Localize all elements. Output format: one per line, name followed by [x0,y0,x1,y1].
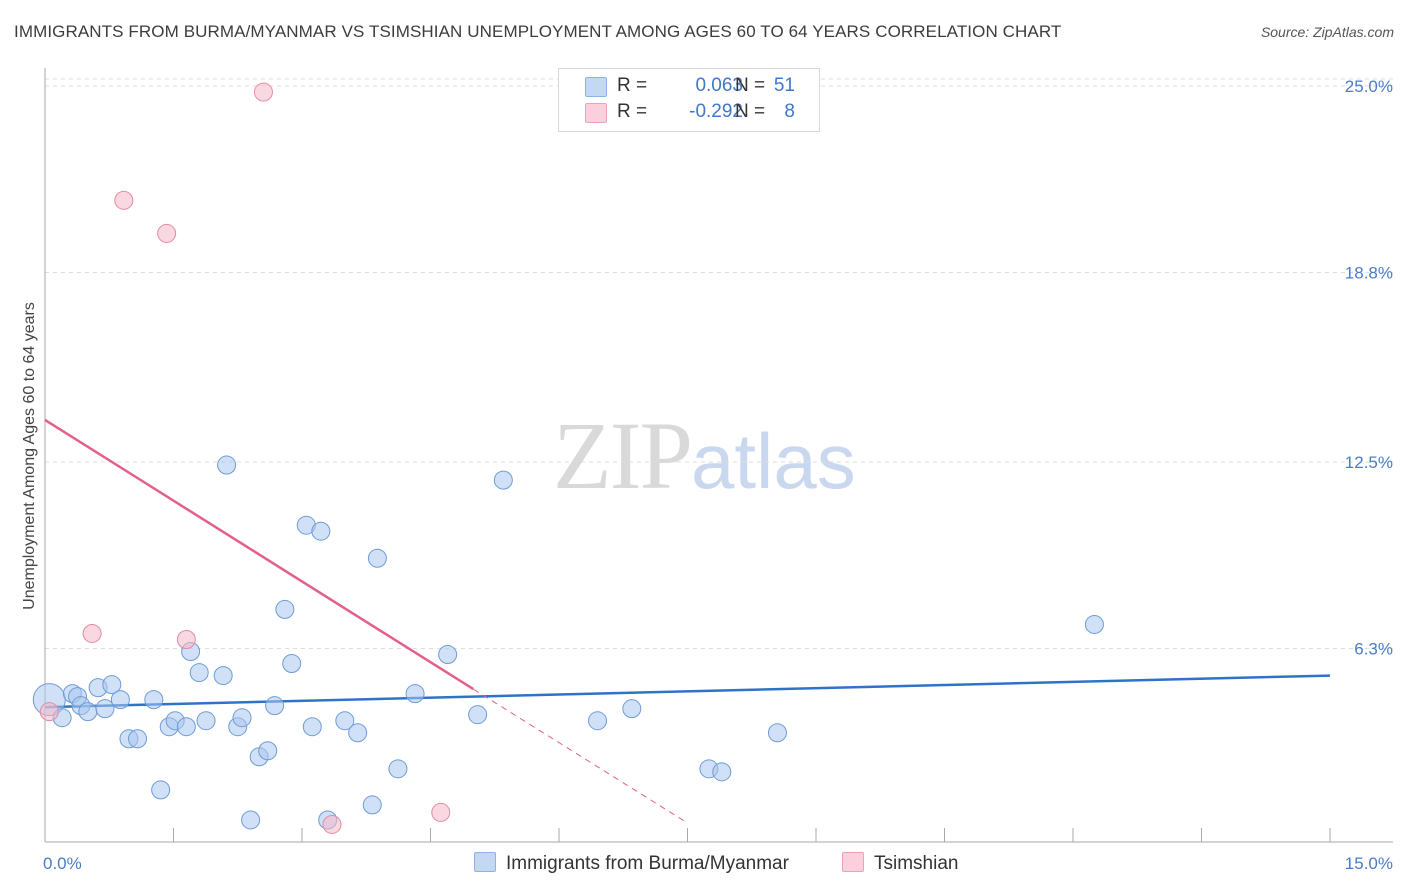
burma-point [128,729,148,749]
y-tick-label: 6.3% [1354,640,1393,659]
watermark-atlas: atlas [691,417,856,505]
bottom-legend-swatch-tsimshian [842,852,864,872]
grid-lines [45,78,1393,650]
burma-point [78,702,98,722]
legend-n-label: N = [735,101,766,122]
bottom-legend-label-tsimshian: Tsimshian [874,853,959,874]
legend-n-label: N = [735,75,766,96]
legend-swatch-tsimshian [585,103,607,123]
y-tick-labels: 6.3% 12.5% 18.8% 25.0% [1345,77,1393,658]
trend-lines [44,418,1331,824]
burma-point [144,690,164,710]
burma-point [282,654,302,674]
tsimshian-point [157,223,177,243]
tsimshian-point [253,82,273,102]
burma-point [712,762,732,782]
y-tick-label: 25.0% [1345,77,1393,96]
legend-swatch-burma [585,77,607,97]
bottom-legend-tsimshian: Tsimshian [842,852,958,875]
burma-point [241,810,261,830]
burma-point [95,699,115,719]
burma-point [348,723,368,743]
burma-point [622,699,642,719]
legend-r-value: 0.063 [695,75,743,96]
burma-point [189,663,209,683]
burma-point [493,470,513,490]
tsimshian-point [322,814,342,834]
burma-point [275,599,295,619]
legend-n-value: 51 [773,75,795,96]
burma-point [265,696,285,716]
burma-point [196,711,216,731]
x-tick-label: 0.0% [43,854,82,873]
tsimshian-point [39,702,59,722]
burma-point [588,711,608,731]
burma-point [302,717,322,737]
tsimshian-point [431,802,451,822]
y-axis-label: Unemployment Among Ages 60 to 64 years [21,302,38,610]
burma-point [217,455,237,475]
chart-title: IMMIGRANTS FROM BURMA/MYANMAR VS TSIMSHI… [14,22,1062,41]
bottom-legend-burma: Immigrants from Burma/Myanmar [474,852,789,875]
burma-point [258,741,278,761]
tsimshian-point [82,623,102,643]
burma-point [388,759,408,779]
legend-r-label: R = [617,101,648,122]
y-tick-label: 12.5% [1345,453,1393,472]
burma-point [335,711,355,731]
burma-point [362,795,382,815]
burma-point [232,708,252,728]
legend-r-label: R = [617,75,648,96]
source-credit: Source: ZipAtlas.com [1260,24,1394,40]
x-tick-labels: 0.0% 15.0% [43,854,1393,873]
burma-point [438,645,458,665]
burma-point [311,521,331,541]
burma-point [405,684,425,704]
data-points [32,82,1104,834]
watermark: ZIPatlas [553,400,856,511]
burma-point [151,780,171,800]
burma-point [110,690,130,710]
bottom-legend-label-burma: Immigrants from Burma/Myanmar [506,853,789,874]
burma-point [102,675,122,695]
y-tick-label: 18.8% [1345,264,1393,283]
burma-point [767,723,787,743]
tsimshian-point [114,190,134,210]
legend-r-value: -0.292 [689,101,743,122]
burma-point [176,717,196,737]
watermark-zip: ZIP [553,402,693,509]
burma-point [1084,614,1104,634]
tsimshian-trend-line [44,418,474,691]
bottom-legend-swatch-burma [474,852,496,872]
burma-trend-line [44,674,1331,709]
legend-n-value: 8 [784,101,795,122]
burma-point [213,666,233,686]
tsimshian-trend-extension [473,688,688,824]
burma-point [468,705,488,725]
correlation-legend: R = 0.063 N = 51 R = -0.292 N = 8 [558,68,820,132]
burma-point [367,548,387,568]
tsimshian-point [176,629,196,649]
x-tick-label: 15.0% [1345,854,1393,873]
